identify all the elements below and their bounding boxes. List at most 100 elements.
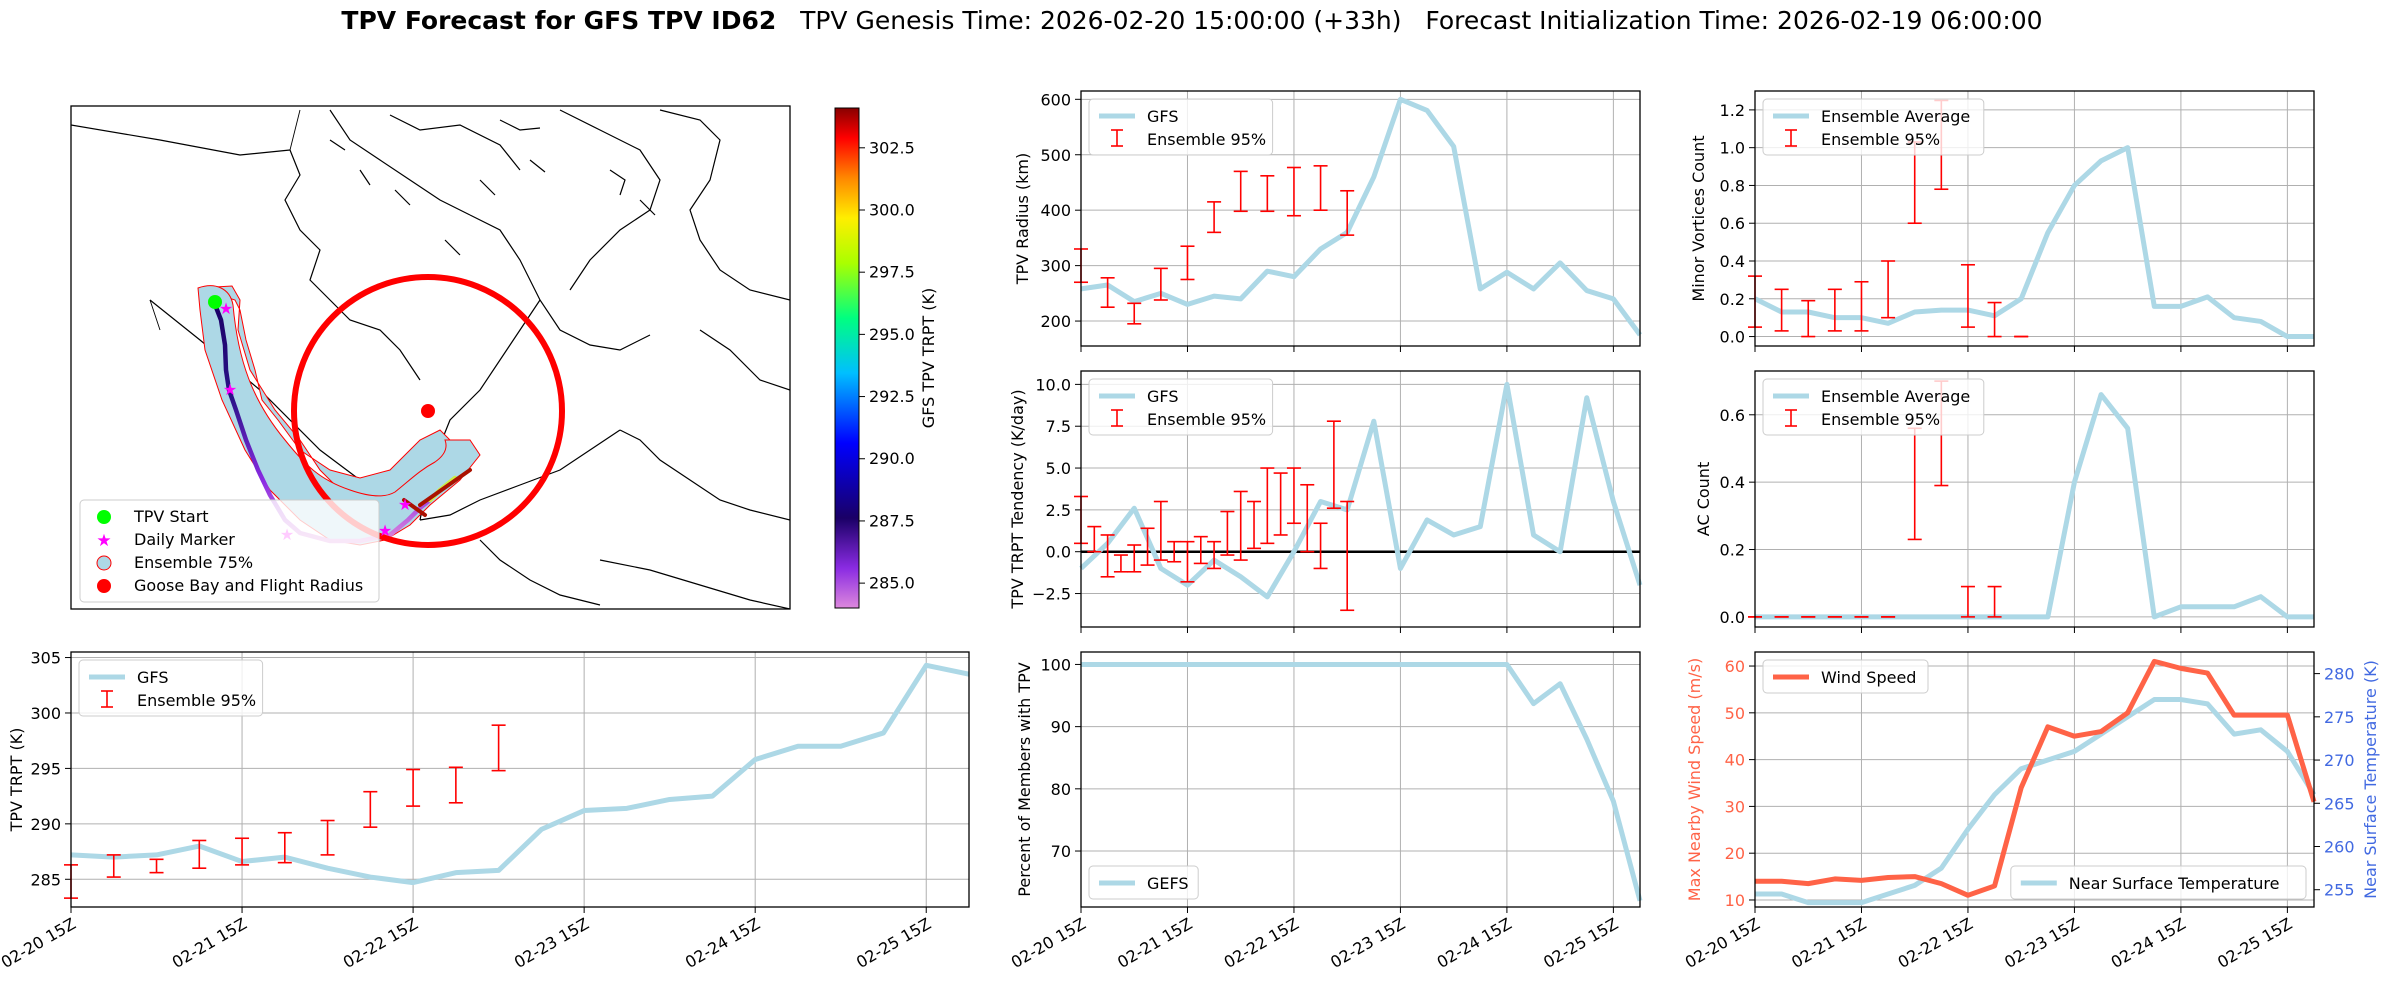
y-tick-label: 285 (30, 870, 61, 889)
map-legend: TPV Start ★ Daily Marker Ensemble 75% Go… (79, 499, 380, 603)
map-frame (70, 105, 791, 610)
wind-series-line (1755, 658, 2317, 898)
map-panel: ★ ★ ★ ★ ★ TPV Start ★ Daily Marker Ensem… (70, 105, 938, 610)
figure-title-bold: TPV Forecast for GFS TPV ID62 (341, 6, 777, 35)
map-content: ★ ★ ★ ★ ★ (71, 109, 790, 609)
y-axis-label: TPV Radius (km) (1013, 153, 1032, 286)
y2-tick-label: 265 (2324, 794, 2355, 813)
x-tick-label: 02-22 15Z (1895, 914, 1976, 972)
y-axis-label: TPV TRPT (K) (7, 728, 26, 833)
legend-box (1088, 378, 1274, 436)
tpv-track (211, 299, 433, 544)
legend-label: Ensemble 95% (1821, 130, 1940, 149)
tpv-track-branch (418, 468, 472, 507)
axes-frame (70, 651, 970, 908)
daily-marker-star-4: ★ (378, 521, 392, 540)
y2-tick-label: 275 (2324, 708, 2355, 727)
y-tick-label: 30 (1725, 797, 1745, 816)
x-tick-label: 02-23 15Z (2001, 914, 2082, 972)
legend-label: Ensemble 95% (1821, 410, 1940, 429)
tpv-start-marker (208, 295, 222, 309)
x-tick-label: 02-21 15Z (1788, 914, 1869, 972)
legend-box (1762, 659, 1929, 694)
y-tick-label: 300 (30, 704, 61, 723)
map-legend-label-1: Daily Marker (134, 530, 235, 549)
legend-box (1762, 378, 1985, 436)
temp-series-line (1755, 697, 2317, 906)
map-legend-label-3: Goose Bay and Flight Radius (134, 576, 363, 595)
legend-box (1088, 865, 1199, 900)
x-tick-label: 02-21 15Z (1114, 914, 1195, 972)
y-tick-label: 5.0 (1046, 459, 1071, 478)
legend-box (2010, 865, 2307, 900)
y-tick-label: 0.0 (1720, 328, 1745, 347)
ensemble-75-region-main (197, 285, 481, 546)
y-tick-label: 0.0 (1720, 608, 1745, 627)
colorbar-ticks: 285.0 287.5 290.0 292.5 295.0 297.5 300.0 302.5 (859, 138, 915, 593)
y-tick-label: 0.4 (1720, 473, 1745, 492)
map-legend-label-0: TPV Start (133, 507, 209, 526)
series-line (1755, 392, 2314, 620)
legend-red-dot-icon (97, 579, 111, 593)
x-tick-label: 02-23 15Z (511, 914, 592, 972)
y-tick-label: 290 (30, 815, 61, 834)
x-tick-label: 02-25 15Z (1540, 914, 1621, 972)
y-tick-label: 0.4 (1720, 252, 1745, 271)
y-tick-label: 400 (1040, 201, 1071, 220)
colorbar-tick-label: 285.0 (869, 574, 915, 593)
y-axis-label: TPV TRPT Tendency (K/day) (1008, 389, 1027, 609)
legend-label: Ensemble 95% (137, 691, 256, 710)
legend-label: GEFS (1147, 874, 1189, 893)
y-axis-label: Minor Vortices Count (1689, 135, 1708, 301)
legend-label: GFS (1147, 107, 1178, 126)
x-tick-label: 02-24 15Z (1434, 914, 1515, 972)
chart-tendency: −2.5 0.0 2.5 5.0 7.5 10.0 TPV TRPT Tendency (K… (1008, 370, 1643, 633)
y-tick-label: 40 (1725, 751, 1745, 770)
figure-title-rest: TPV Genesis Time: 2026-02-20 15:00:00 (+… (776, 6, 2043, 35)
chart-percent_members: 70 80 90 100 02-20 15Z 02-21 15Z 02-22 15Z 02-2… (1008, 651, 1643, 972)
chart-radius: 200 300 400 500 600 TPV Radius (km) GFS Ensembl… (1013, 90, 1643, 352)
y-tick-label: 300 (1040, 257, 1071, 276)
x-tick-label: 02-24 15Z (682, 914, 763, 972)
legend-label: Ensemble Average (1821, 107, 1970, 126)
figure-title: TPV Forecast for GFS TPV ID62 TPV Genesi… (0, 6, 2384, 35)
y-tick-label: −2.5 (1032, 585, 1071, 604)
y-tick-label: 295 (30, 759, 61, 778)
y2-tick-label: 280 (2324, 665, 2355, 684)
legend-box (1762, 98, 1985, 156)
chart-wind_temp: 10 20 30 40 50 60 02-20 15Z 02-21 15Z 02-22 15Z 0… (1682, 651, 2380, 972)
y-tick-label: 0.2 (1720, 290, 1745, 309)
series-line (1753, 145, 2314, 340)
colorbar-tick-label: 302.5 (869, 138, 915, 157)
y-tick-label: 600 (1040, 90, 1071, 109)
colorbar-tick-label: 292.5 (869, 387, 915, 406)
daily-marker-star-5: ★ (398, 495, 412, 514)
y-tick-label: 10 (1725, 891, 1745, 910)
y-tick-label: 200 (1040, 312, 1071, 331)
y-tick-label: 100 (1040, 655, 1071, 674)
legend-label: Ensemble 95% (1147, 410, 1266, 429)
y-tick-label: 90 (1051, 718, 1071, 737)
borders (149, 109, 301, 331)
colorbar-tick-label: 290.0 (869, 449, 915, 468)
x-tick-label: 02-22 15Z (1221, 914, 1302, 972)
coastlines (71, 109, 790, 609)
chart-panels: 200 300 400 500 600 TPV Radius (km) GFS Ensembl… (0, 90, 2380, 972)
tpv-track-tail (402, 498, 427, 517)
y-axis-label: Percent of Members with TPV (1015, 662, 1034, 896)
axes-frame (1080, 370, 1641, 628)
y-axis-label: Max Nearby Wind Speed (m/s) (1685, 658, 1704, 901)
y-tick-label: 0.0 (1046, 543, 1071, 562)
legend-label: GFS (137, 668, 168, 687)
map-legend-box (79, 499, 380, 603)
legend-lightblue-circle-icon (96, 555, 112, 571)
y-tick-label: 1.2 (1720, 101, 1745, 120)
legend-box (1088, 98, 1274, 156)
y-tick-label: 10.0 (1035, 375, 1071, 394)
x-tick-label: 02-22 15Z (340, 914, 421, 972)
legend-label: Ensemble 95% (1147, 130, 1266, 149)
legend-label: Ensemble Average (1821, 387, 1970, 406)
y-tick-label: 500 (1040, 146, 1071, 165)
x-tick-label: 02-25 15Z (853, 914, 934, 972)
